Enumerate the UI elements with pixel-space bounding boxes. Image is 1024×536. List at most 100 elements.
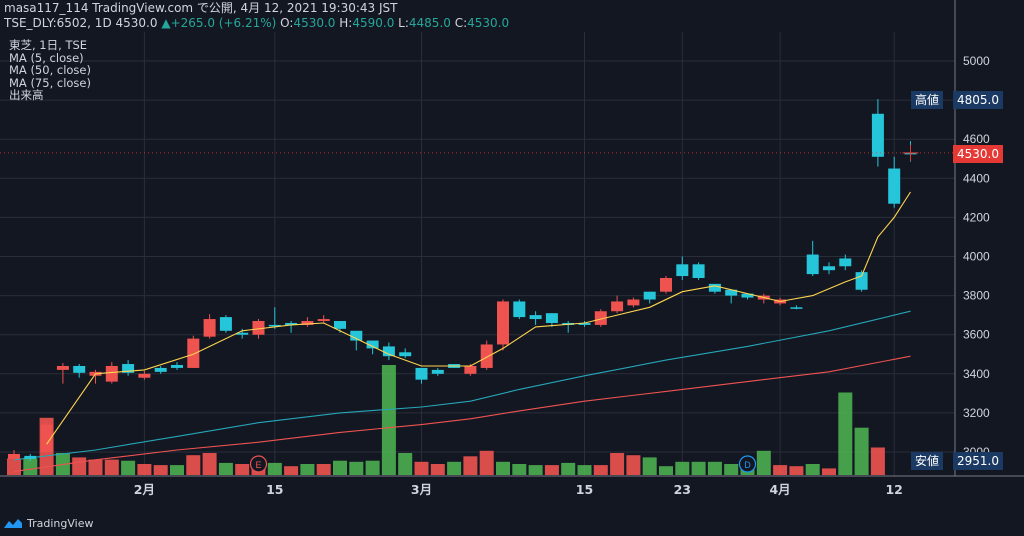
- candle-body: [285, 322, 298, 325]
- candle-body: [823, 266, 835, 271]
- volume-bar: [626, 455, 641, 475]
- candle-body: [725, 289, 738, 296]
- open-value: 4530.0: [293, 16, 336, 30]
- candle-body: [660, 278, 672, 292]
- y-tick-label: 3200: [963, 406, 990, 420]
- y-tick-label: 5000: [963, 54, 990, 68]
- legend-symbol[interactable]: 東芝, 1日, TSE: [9, 38, 88, 52]
- volume-bar: [610, 453, 625, 475]
- volume-bar: [822, 468, 836, 475]
- low-label: L:: [398, 16, 409, 30]
- low-value: 4485.0: [408, 16, 451, 30]
- volume-bar: [561, 462, 576, 475]
- candle-body: [692, 264, 705, 279]
- candle-body: [317, 319, 330, 322]
- volume-bar: [235, 464, 250, 475]
- open-label: O:: [280, 16, 294, 30]
- volume-bar: [398, 453, 413, 475]
- volume-bar: [414, 461, 429, 475]
- candle-body: [839, 258, 852, 267]
- ohlc-bar: TSE_DLY:6502, 1D 4530.0 ▲+265.0 (+6.21%)…: [4, 16, 509, 31]
- candle-body: [334, 321, 346, 329]
- x-tick-label: 3月: [411, 482, 432, 497]
- volume-bar: [7, 458, 21, 475]
- volume-bar: [691, 461, 706, 475]
- change-arrow-icon: ▲: [161, 16, 171, 30]
- candle-body: [399, 352, 412, 357]
- high-tag-label: 高値: [911, 91, 944, 109]
- publish-text: masa117_114 TradingView.com で公開, 4月 12, …: [4, 1, 398, 15]
- volume-bar: [642, 457, 657, 475]
- candle-body: [73, 365, 86, 373]
- y-tick-label: 3800: [963, 289, 990, 303]
- volume-bar: [675, 461, 690, 475]
- volume-bar: [447, 461, 462, 475]
- volume-bar: [870, 447, 885, 475]
- candle-body: [513, 301, 526, 318]
- volume-bar: [349, 461, 364, 475]
- candle-body: [122, 364, 135, 373]
- x-tick-label: 23: [674, 482, 691, 497]
- candle-body: [611, 301, 624, 312]
- volume-bar: [805, 464, 820, 475]
- ma5-line: [46, 191, 911, 445]
- y-tick-label: 3600: [963, 328, 990, 342]
- event-marker: [249, 455, 268, 473]
- candle-body: [806, 254, 819, 275]
- x-tick-label: 15: [576, 482, 593, 497]
- volume-bar: [789, 466, 804, 475]
- candle-body: [480, 344, 493, 368]
- y-tick-label: 4600: [963, 132, 990, 146]
- y-tick-label: 4000: [963, 250, 990, 264]
- high-value: 4590.0: [352, 16, 395, 30]
- volume-bar: [593, 465, 608, 475]
- volume-bar: [838, 392, 853, 475]
- legend-volume[interactable]: 出来高: [9, 88, 44, 103]
- volume-bar: [577, 465, 592, 475]
- x-tick-label: 2月: [134, 482, 155, 497]
- candle-body: [252, 321, 265, 335]
- volume-bar: [284, 466, 299, 475]
- candle-body: [627, 299, 640, 306]
- candle-body: [366, 340, 379, 349]
- volume-bar: [218, 462, 233, 475]
- candle-body: [497, 301, 509, 345]
- candle-body: [171, 365, 183, 368]
- event-marker-label: D: [744, 460, 751, 470]
- candle-body: [415, 367, 428, 380]
- candle-body: [871, 113, 884, 157]
- candle-body: [40, 424, 53, 452]
- x-tick-label: 12: [885, 482, 902, 497]
- volume-bar: [463, 456, 478, 475]
- high-tag-value: 4805.0: [953, 91, 1003, 109]
- legend-ma75[interactable]: MA (75, close): [9, 75, 91, 90]
- legend-ma50[interactable]: MA (50, close): [9, 63, 91, 78]
- candle-body: [888, 168, 901, 204]
- candle-body: [643, 291, 656, 300]
- volume-bar: [153, 465, 168, 475]
- candle-body: [203, 319, 216, 337]
- publish-info: masa117_114 TradingView.com で公開, 4月 12, …: [4, 1, 397, 16]
- candle-body: [268, 324, 281, 327]
- candle-body: [105, 365, 118, 382]
- event-marker-label: E: [255, 460, 261, 470]
- candle-body: [219, 317, 232, 331]
- volume-bar: [479, 450, 494, 475]
- candle-body: [24, 455, 37, 459]
- volume-bar: [512, 464, 527, 475]
- candle-body: [154, 367, 167, 372]
- candle-body: [545, 313, 558, 323]
- brand-name: TradingView: [27, 516, 94, 530]
- legend-ma5[interactable]: MA (5, close): [9, 50, 84, 65]
- volume-bar: [724, 464, 739, 475]
- volume-bar: [659, 466, 673, 475]
- candle-body: [464, 365, 477, 374]
- y-tick-label: 4400: [963, 171, 990, 185]
- last-price-tag: 4530.0: [953, 145, 1003, 163]
- brand-footer[interactable]: TradingView: [3, 514, 93, 532]
- volume-bar: [137, 464, 152, 475]
- candle-body: [594, 311, 607, 325]
- volume-bar: [544, 465, 559, 475]
- candle-body: [350, 330, 363, 341]
